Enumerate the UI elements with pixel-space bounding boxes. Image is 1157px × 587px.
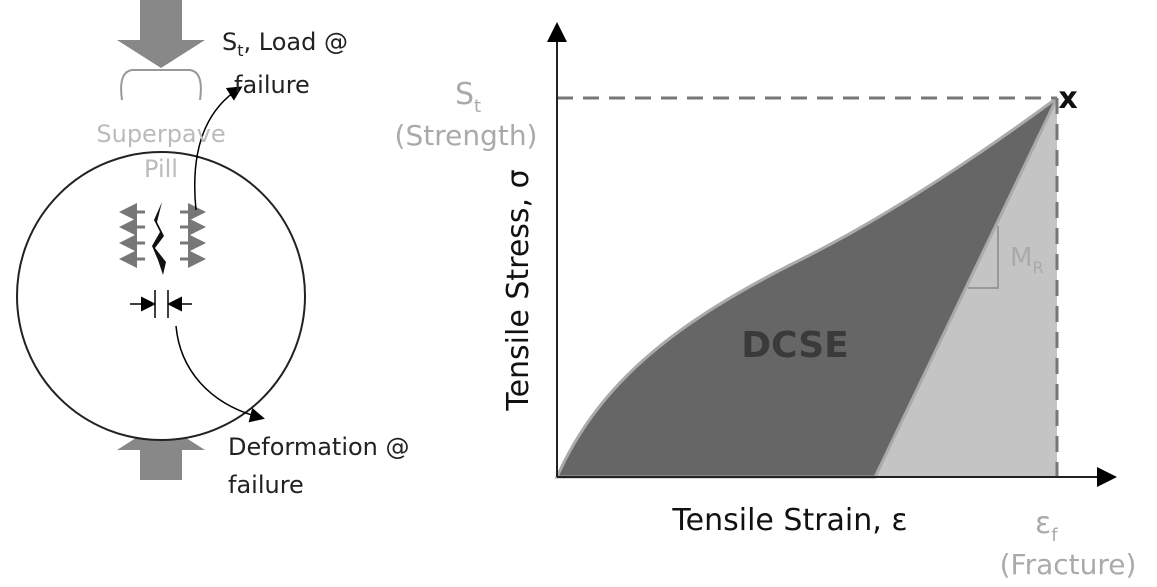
- fracture-label: (Fracture): [1000, 548, 1137, 581]
- pill: [17, 152, 305, 440]
- label-text: failure: [234, 71, 310, 99]
- label-text: , Load @: [244, 28, 348, 56]
- symbol: M: [1010, 243, 1032, 273]
- fracture-label: εf: [1035, 506, 1058, 546]
- subscript: t: [474, 96, 481, 117]
- label-text: (Fracture): [1000, 548, 1137, 581]
- y-axis-label: Tensile Stress, σ: [501, 169, 536, 411]
- strength-label: (Strength): [395, 119, 538, 152]
- marker-text: x: [1058, 81, 1077, 116]
- figure: Superpave Pill St, Load @ failure Deform…: [0, 0, 1157, 587]
- area-label: DCSE: [741, 325, 849, 366]
- label-text: Deformation @: [228, 433, 410, 461]
- load-label: failure: [234, 71, 310, 99]
- graph: x DCSE MR St (Strength) Tensile Stress, …: [395, 26, 1137, 581]
- symbol: S: [455, 77, 474, 112]
- axis-text: Tensile Stress, σ: [501, 169, 536, 411]
- deformation-label: failure: [228, 471, 304, 499]
- load-arrow-top: [117, 0, 205, 68]
- specimen: Superpave Pill St, Load @ failure Deform…: [17, 0, 410, 499]
- pill-label-line: Superpave: [96, 120, 225, 148]
- subscript: R: [1032, 258, 1043, 277]
- strength-label: St: [455, 77, 481, 117]
- axis-text: Tensile Strain, ε: [671, 503, 907, 538]
- subscript: f: [1051, 525, 1058, 546]
- failure-marker: x: [1058, 81, 1077, 116]
- loading-pad-top: [121, 70, 201, 100]
- area-text: DCSE: [741, 325, 849, 366]
- x-axis-label: Tensile Strain, ε: [671, 503, 907, 538]
- load-label: St, Load @: [222, 28, 348, 60]
- deformation-label: Deformation @: [228, 433, 410, 461]
- label-text: (Strength): [395, 119, 538, 152]
- pill-label: Superpave: [96, 120, 225, 148]
- symbol: S: [222, 28, 237, 56]
- pill-label: Pill: [144, 155, 178, 183]
- pill-label-line: Pill: [144, 155, 178, 183]
- symbol: ε: [1035, 506, 1051, 541]
- label-text: failure: [228, 471, 304, 499]
